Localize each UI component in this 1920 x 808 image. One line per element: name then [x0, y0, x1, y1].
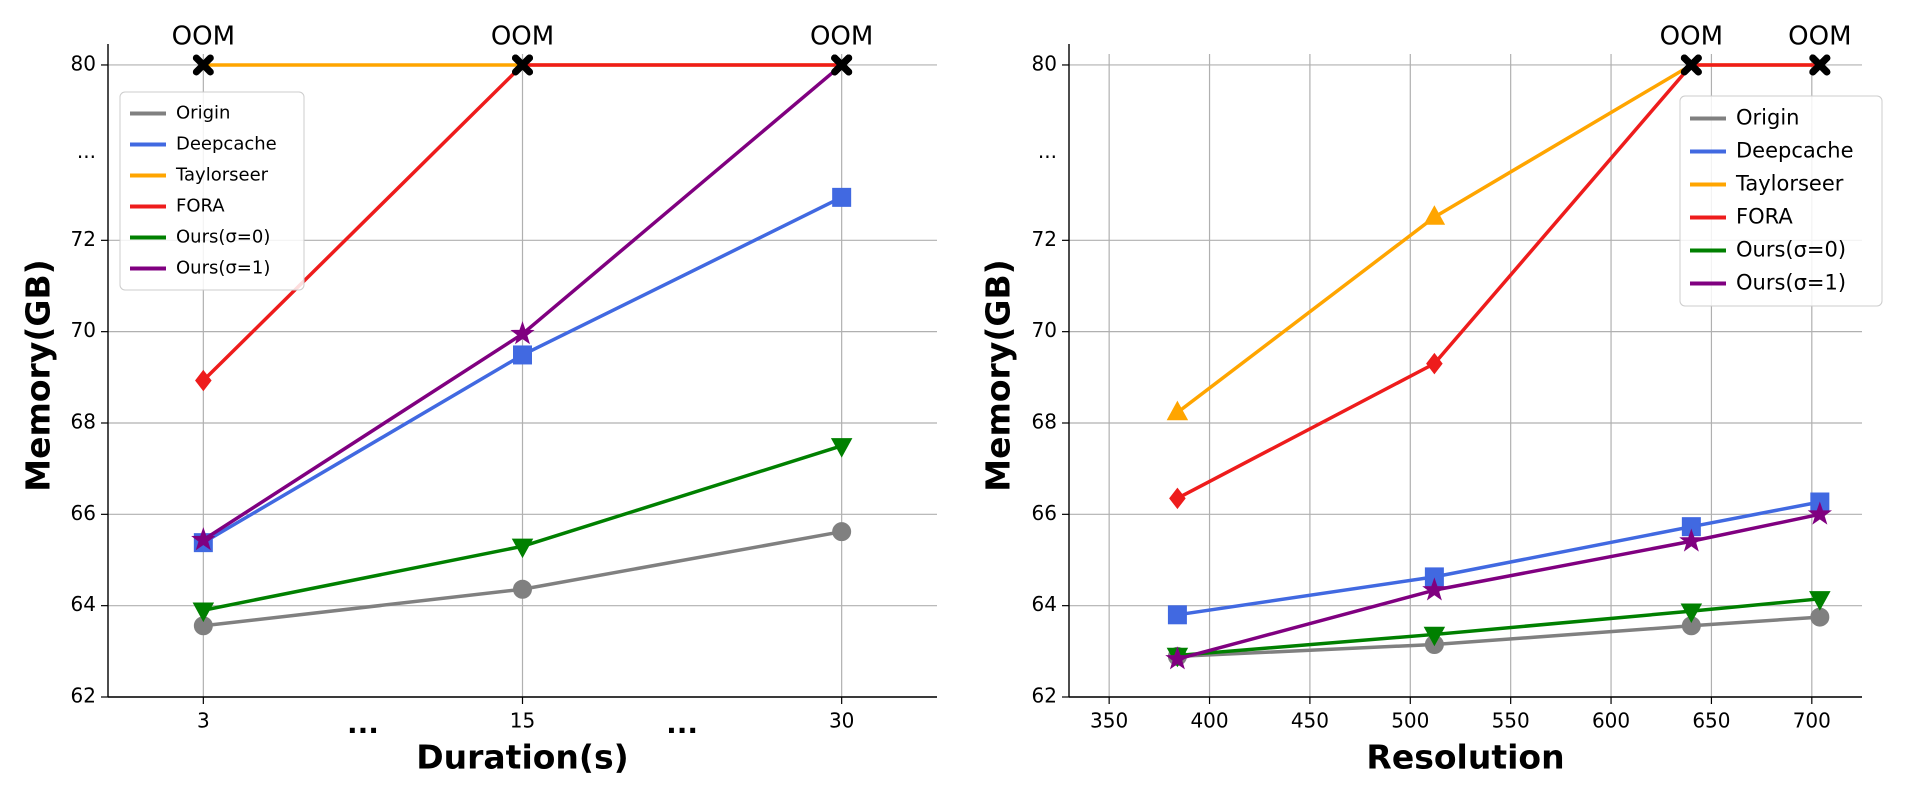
y-tick-label: 62 [71, 684, 96, 708]
legend-label: Deepcache [1736, 139, 1854, 163]
marker [195, 369, 212, 392]
marker [1423, 626, 1446, 647]
marker [192, 602, 215, 623]
y-tick-label: 66 [1032, 501, 1057, 525]
oom-marker [1809, 54, 1831, 76]
x-tick-label: 30 [829, 709, 854, 733]
series-line [1176, 512, 1821, 661]
x-axis-label: Duration(s) [416, 738, 629, 777]
legend-label: Origin [176, 103, 230, 124]
marker [830, 438, 853, 458]
y-break-label: ... [77, 139, 96, 163]
marker [1426, 352, 1443, 375]
x-gap-label: ... [666, 707, 698, 740]
marker [832, 187, 852, 207]
legend-label: FORA [1736, 205, 1793, 229]
y-break-label: ... [1038, 139, 1057, 163]
x-tick-label: 350 [1090, 709, 1128, 733]
marker [1810, 607, 1830, 627]
y-tick-label: 68 [1032, 409, 1057, 433]
marker [1169, 487, 1186, 510]
oom-label: OOM [491, 22, 554, 52]
marker [1423, 205, 1446, 225]
legend-label: Ours(σ=0) [176, 227, 270, 248]
marker [513, 579, 532, 599]
x-tick-label: 400 [1190, 709, 1228, 733]
series-line [1177, 597, 1821, 658]
chart: 62 64 66 68 70 72 80... 350 400 450 500 550 600 650 70… [979, 22, 1883, 777]
oom-label: OOM [810, 22, 873, 52]
x-tick-label: 15 [510, 709, 535, 733]
y-axis-label: Memory(GB) [979, 259, 1018, 491]
y-tick-label: 68 [71, 409, 96, 433]
marker [191, 527, 216, 551]
y-tick-label: 70 [1032, 318, 1057, 342]
legend-label: Ours(σ=1) [176, 258, 270, 279]
oom-label: OOM [1660, 22, 1723, 52]
y-tick-label: 62 [1032, 684, 1057, 708]
y-tick-label: 72 [71, 227, 96, 251]
x-tick-label: 450 [1291, 709, 1329, 733]
legend-label: Taylorseer [1735, 172, 1844, 196]
marker [832, 522, 852, 542]
marker [1680, 603, 1703, 623]
legend-label: Taylorseer [175, 165, 269, 186]
marker [1167, 605, 1187, 625]
x-gap-label: ... [347, 707, 379, 740]
marker [1166, 400, 1189, 421]
y-tick-label: 64 [71, 592, 96, 616]
y-tick-label: 80 [1032, 51, 1057, 75]
y-tick-label: 66 [71, 501, 96, 525]
x-tick-label: 500 [1391, 709, 1429, 733]
marker [1165, 646, 1190, 670]
x-tick-label: 600 [1592, 709, 1630, 733]
series-line [1177, 500, 1821, 617]
y-axis-label: Memory(GB) [19, 259, 58, 491]
marker [510, 321, 535, 345]
x-tick-label: 550 [1492, 709, 1530, 733]
marker [1422, 577, 1447, 601]
series-line [1176, 63, 1820, 500]
x-tick-label: 650 [1692, 709, 1730, 733]
chart: 62 64 66 68 70 72 80... 3 15 30... ... OOM OOM OOM Dur… [19, 22, 937, 777]
legend-label: Deepcache [176, 134, 277, 155]
marker [1679, 528, 1704, 552]
x-tick-label: 3 [197, 709, 210, 733]
marker [513, 345, 532, 365]
legend-label: Ours(σ=1) [1736, 271, 1846, 295]
legend-box [119, 91, 305, 291]
marker [1807, 501, 1832, 525]
y-tick-label: 64 [1032, 592, 1057, 616]
legend-box [1679, 95, 1883, 307]
oom-marker [1680, 54, 1702, 76]
y-tick-label: 70 [71, 318, 96, 342]
oom-marker [192, 54, 214, 76]
marker [511, 538, 534, 559]
legend-label: Ours(σ=0) [1736, 238, 1846, 262]
y-tick-label: 80 [71, 51, 96, 75]
series-line [1177, 615, 1820, 659]
marker [1809, 591, 1831, 611]
y-tick-label: 72 [1032, 227, 1057, 251]
oom-label: OOM [172, 22, 235, 52]
oom-label: OOM [1788, 22, 1851, 52]
x-axis-label: Resolution [1366, 738, 1564, 777]
oom-marker [831, 54, 853, 76]
x-tick-label: 700 [1793, 709, 1831, 733]
legend-label: FORA [176, 196, 225, 217]
oom-marker [512, 54, 533, 76]
legend-label: Origin [1736, 106, 1799, 130]
